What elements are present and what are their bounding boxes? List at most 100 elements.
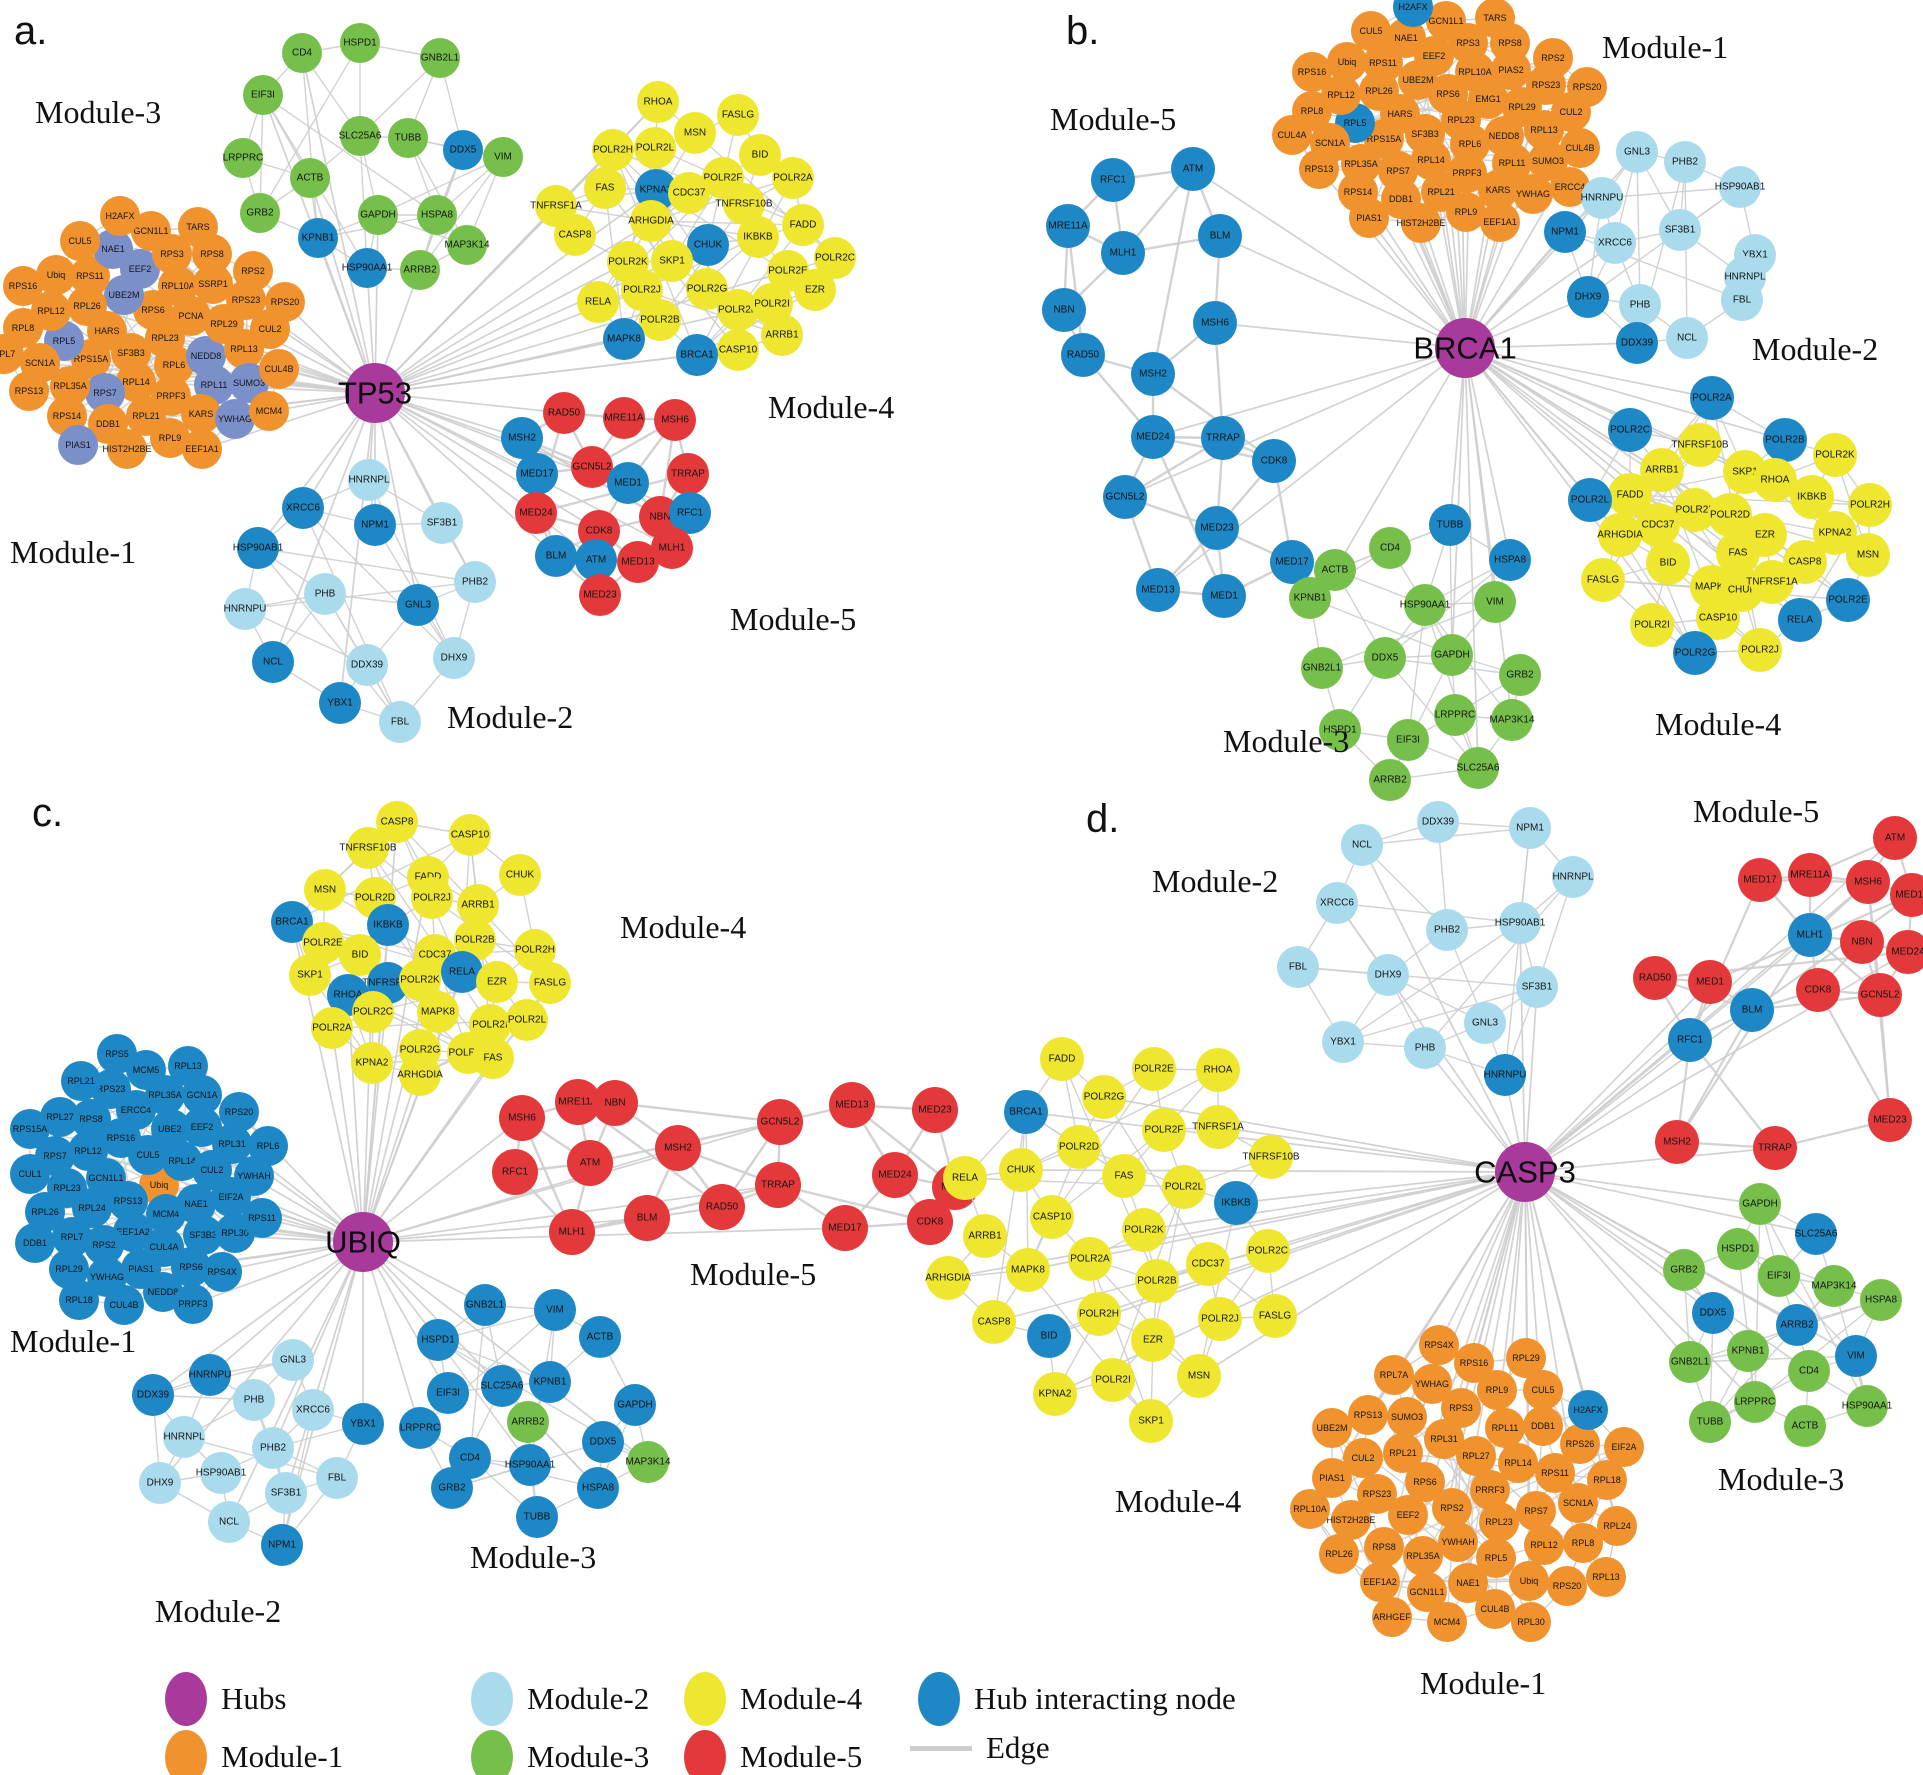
node-POLR2H[interactable] <box>1077 1292 1121 1336</box>
node-EEF2[interactable] <box>182 1107 222 1147</box>
node-RELA[interactable] <box>1778 598 1822 642</box>
node-FASLG[interactable] <box>717 94 759 136</box>
node-MRE11A[interactable] <box>603 397 645 439</box>
node-CD4[interactable] <box>1369 527 1411 569</box>
node-RPS20[interactable] <box>265 282 305 322</box>
node-POLR2E[interactable] <box>302 922 344 964</box>
node-FAS[interactable] <box>584 167 626 209</box>
node-RPL26[interactable] <box>67 286 107 326</box>
node-POLR2K[interactable] <box>399 959 441 1001</box>
node-SF3B3[interactable] <box>183 1215 223 1255</box>
node-PHB2[interactable] <box>454 561 496 603</box>
node-RPL30[interactable] <box>1511 1602 1551 1642</box>
node-RPS2[interactable] <box>1533 38 1573 78</box>
node-SF3B1[interactable] <box>421 502 463 544</box>
node-DDX39[interactable] <box>1616 322 1658 364</box>
node-EIF3I[interactable] <box>427 1372 469 1414</box>
node-RPL24[interactable] <box>1597 1506 1637 1546</box>
node-HSPA8[interactable] <box>1489 539 1531 581</box>
node-RPL21[interactable] <box>61 1061 101 1101</box>
node-RPS2[interactable] <box>84 1225 124 1265</box>
node-RPS4X[interactable] <box>1419 1325 1459 1365</box>
node-RFC1[interactable] <box>1091 158 1135 202</box>
node-NAE1[interactable] <box>93 229 133 269</box>
node-MSH6[interactable] <box>1193 301 1237 345</box>
node-KPNA2[interactable] <box>635 169 677 211</box>
node-POLR2D[interactable] <box>1057 1125 1101 1169</box>
node-NAE1[interactable] <box>176 1184 216 1224</box>
node-MED24[interactable] <box>515 492 557 534</box>
node-POLR2H[interactable] <box>514 929 556 971</box>
node-GAPDH[interactable] <box>358 195 398 235</box>
node-RPL10A[interactable] <box>158 266 198 306</box>
node-DDX5[interactable] <box>1364 637 1406 679</box>
node-LRPPRC[interactable] <box>1734 1381 1776 1423</box>
node-CUL5[interactable] <box>1523 1370 1563 1410</box>
node-HSP90AA1[interactable] <box>1846 1385 1888 1427</box>
node-BRCA1[interactable] <box>271 901 313 943</box>
node-XRCC6[interactable] <box>1316 882 1358 924</box>
node-SSRP1[interactable] <box>193 264 233 304</box>
node-RPS8[interactable] <box>71 1099 111 1139</box>
node-DHX9[interactable] <box>433 637 475 679</box>
node-XRCC6[interactable] <box>1594 222 1636 264</box>
node-DHX9[interactable] <box>139 1462 181 1504</box>
node-VIM[interactable] <box>1835 1335 1877 1377</box>
node-DDB1[interactable] <box>15 1223 55 1263</box>
node-MED13[interactable] <box>617 541 659 583</box>
node-RPL29[interactable] <box>49 1249 89 1289</box>
node-BRCA1[interactable] <box>676 334 718 376</box>
node-MCM4[interactable] <box>1427 1602 1467 1642</box>
node-PIAS1[interactable] <box>1349 198 1389 238</box>
node-MSN[interactable] <box>1177 1354 1221 1398</box>
node-IKBKB[interactable] <box>1790 475 1834 519</box>
node-TARS[interactable] <box>178 207 218 247</box>
node-RPS6[interactable] <box>171 1247 211 1287</box>
node-MLH1[interactable] <box>651 527 693 569</box>
node-EZR[interactable] <box>476 961 518 1003</box>
node-ARRB2[interactable] <box>1369 759 1411 801</box>
node-H2AFX[interactable] <box>1568 1390 1608 1430</box>
node-HSPD1[interactable] <box>1717 1228 1759 1270</box>
node-RPS11[interactable] <box>70 256 110 296</box>
node-POLR2C[interactable] <box>814 237 856 279</box>
node-RPS15A[interactable] <box>10 1109 50 1149</box>
node-RPS11[interactable] <box>242 1198 282 1238</box>
node-GAPDH[interactable] <box>614 1384 656 1426</box>
node-CD4[interactable] <box>1788 1350 1830 1392</box>
node-ATM[interactable] <box>1873 816 1917 860</box>
node-MED24[interactable] <box>1131 415 1175 459</box>
node-UBE2I[interactable] <box>151 1109 191 1149</box>
node-HNRNPL[interactable] <box>163 1416 205 1458</box>
node-EEF1A1[interactable] <box>1480 202 1520 242</box>
node-POLR2D[interactable] <box>717 289 759 331</box>
hub-UBIQ[interactable] <box>333 1212 393 1272</box>
node-GCN1L1[interactable] <box>1407 1572 1447 1612</box>
node-ERCC4[interactable] <box>1550 167 1590 207</box>
node-CASP10[interactable] <box>1696 596 1740 640</box>
node-MSN[interactable] <box>304 869 346 911</box>
node-RPS23[interactable] <box>1357 1474 1397 1514</box>
node-PHB[interactable] <box>304 573 346 615</box>
node-TRRAP[interactable] <box>667 453 709 495</box>
node-TNFRSF10B[interactable] <box>723 183 765 225</box>
node-RPL26[interactable] <box>1319 1534 1359 1574</box>
node-CUL4B[interactable] <box>104 1285 144 1325</box>
node-FBL[interactable] <box>379 701 421 743</box>
node-MED23[interactable] <box>1868 1098 1912 1142</box>
node-IKBKB[interactable] <box>737 216 779 258</box>
node-RELA[interactable] <box>577 281 619 323</box>
node-BLM[interactable] <box>535 535 577 577</box>
node-ACTB[interactable] <box>1784 1405 1826 1447</box>
node-MED17[interactable] <box>1270 540 1314 584</box>
node-CDC37[interactable] <box>1186 1242 1230 1286</box>
node-MLH1[interactable] <box>1101 231 1145 275</box>
node-POLR2I[interactable] <box>1091 1358 1135 1402</box>
node-PCNA[interactable] <box>171 296 211 336</box>
node-NEDD8[interactable] <box>143 1272 183 1312</box>
node-SF3B1[interactable] <box>1516 966 1558 1008</box>
node-RPL13[interactable] <box>1586 1557 1626 1597</box>
node-BRCA1[interactable] <box>1004 1090 1048 1134</box>
node-DHX9[interactable] <box>1567 276 1609 318</box>
node-GRB2[interactable] <box>240 193 280 233</box>
